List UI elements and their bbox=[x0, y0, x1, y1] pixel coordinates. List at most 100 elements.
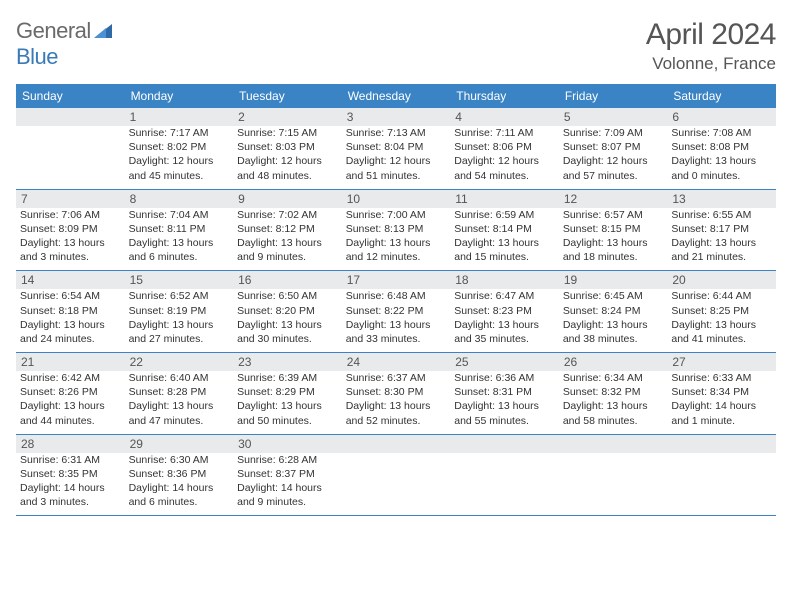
daynum-cell: 25 bbox=[450, 353, 559, 372]
day-cell: Sunrise: 6:52 AMSunset: 8:19 PMDaylight:… bbox=[125, 289, 234, 352]
sunset-text: Sunset: 8:29 PM bbox=[237, 385, 338, 399]
day-cell: Sunrise: 6:31 AMSunset: 8:35 PMDaylight:… bbox=[16, 453, 125, 516]
daynum-cell: 4 bbox=[450, 108, 559, 126]
day-header-tuesday: Tuesday bbox=[233, 84, 342, 108]
daynum-cell: 5 bbox=[559, 108, 668, 126]
day-cell: Sunrise: 6:48 AMSunset: 8:22 PMDaylight:… bbox=[342, 289, 451, 352]
day-number: 8 bbox=[125, 190, 234, 208]
sunset-text: Sunset: 8:26 PM bbox=[20, 385, 121, 399]
sunset-text: Sunset: 8:18 PM bbox=[20, 304, 121, 318]
daynum-row: 123456 bbox=[16, 108, 776, 126]
logo-sail-icon bbox=[94, 18, 112, 32]
daylight-text: Daylight: 12 hours and 54 minutes. bbox=[454, 154, 555, 182]
daylight-text: Daylight: 13 hours and 50 minutes. bbox=[237, 399, 338, 427]
day-number: 10 bbox=[342, 190, 451, 208]
day-number: 27 bbox=[667, 353, 776, 371]
day-cell: Sunrise: 7:04 AMSunset: 8:11 PMDaylight:… bbox=[125, 208, 234, 271]
day-cell: Sunrise: 6:47 AMSunset: 8:23 PMDaylight:… bbox=[450, 289, 559, 352]
daynum-cell bbox=[559, 434, 668, 453]
day-number: 1 bbox=[125, 108, 234, 126]
week-row: Sunrise: 7:06 AMSunset: 8:09 PMDaylight:… bbox=[16, 208, 776, 271]
calendar-body: 123456 Sunrise: 7:17 AMSunset: 8:02 PMDa… bbox=[16, 108, 776, 516]
sunrise-text: Sunrise: 6:40 AM bbox=[129, 371, 230, 385]
day-number: 25 bbox=[450, 353, 559, 371]
location: Volonne, France bbox=[646, 54, 776, 74]
day-number: 14 bbox=[16, 271, 125, 289]
daynum-cell: 7 bbox=[16, 189, 125, 208]
day-header-sunday: Sunday bbox=[16, 84, 125, 108]
sunset-text: Sunset: 8:08 PM bbox=[671, 140, 772, 154]
sunrise-text: Sunrise: 6:47 AM bbox=[454, 289, 555, 303]
daynum-cell: 19 bbox=[559, 271, 668, 290]
sunset-text: Sunset: 8:04 PM bbox=[346, 140, 447, 154]
day-number: 15 bbox=[125, 271, 234, 289]
day-cell: Sunrise: 6:34 AMSunset: 8:32 PMDaylight:… bbox=[559, 371, 668, 434]
calendar-table: SundayMondayTuesdayWednesdayThursdayFrid… bbox=[16, 84, 776, 516]
daynum-cell: 24 bbox=[342, 353, 451, 372]
day-header-wednesday: Wednesday bbox=[342, 84, 451, 108]
day-cell: Sunrise: 6:40 AMSunset: 8:28 PMDaylight:… bbox=[125, 371, 234, 434]
day-cell: Sunrise: 6:44 AMSunset: 8:25 PMDaylight:… bbox=[667, 289, 776, 352]
daynum-cell: 29 bbox=[125, 434, 234, 453]
daylight-text: Daylight: 14 hours and 6 minutes. bbox=[129, 481, 230, 509]
week-row: Sunrise: 6:31 AMSunset: 8:35 PMDaylight:… bbox=[16, 453, 776, 516]
sunrise-text: Sunrise: 7:09 AM bbox=[563, 126, 664, 140]
day-number: 19 bbox=[559, 271, 668, 289]
daylight-text: Daylight: 13 hours and 9 minutes. bbox=[237, 236, 338, 264]
daylight-text: Daylight: 13 hours and 58 minutes. bbox=[563, 399, 664, 427]
day-cell: Sunrise: 6:54 AMSunset: 8:18 PMDaylight:… bbox=[16, 289, 125, 352]
daynum-cell bbox=[342, 434, 451, 453]
day-number bbox=[16, 108, 125, 126]
day-number: 26 bbox=[559, 353, 668, 371]
day-cell: Sunrise: 6:59 AMSunset: 8:14 PMDaylight:… bbox=[450, 208, 559, 271]
sunset-text: Sunset: 8:20 PM bbox=[237, 304, 338, 318]
sunrise-text: Sunrise: 7:00 AM bbox=[346, 208, 447, 222]
day-number: 23 bbox=[233, 353, 342, 371]
daylight-text: Daylight: 13 hours and 38 minutes. bbox=[563, 318, 664, 346]
sunrise-text: Sunrise: 6:31 AM bbox=[20, 453, 121, 467]
sunset-text: Sunset: 8:11 PM bbox=[129, 222, 230, 236]
sunset-text: Sunset: 8:03 PM bbox=[237, 140, 338, 154]
daynum-cell: 16 bbox=[233, 271, 342, 290]
daylight-text: Daylight: 14 hours and 3 minutes. bbox=[20, 481, 121, 509]
sunset-text: Sunset: 8:07 PM bbox=[563, 140, 664, 154]
daylight-text: Daylight: 14 hours and 9 minutes. bbox=[237, 481, 338, 509]
sunset-text: Sunset: 8:06 PM bbox=[454, 140, 555, 154]
sunset-text: Sunset: 8:02 PM bbox=[129, 140, 230, 154]
sunrise-text: Sunrise: 7:13 AM bbox=[346, 126, 447, 140]
daynum-cell: 26 bbox=[559, 353, 668, 372]
sunrise-text: Sunrise: 6:44 AM bbox=[671, 289, 772, 303]
daynum-cell: 1 bbox=[125, 108, 234, 126]
sunset-text: Sunset: 8:22 PM bbox=[346, 304, 447, 318]
day-number: 13 bbox=[667, 190, 776, 208]
day-cell: Sunrise: 6:39 AMSunset: 8:29 PMDaylight:… bbox=[233, 371, 342, 434]
daynum-cell bbox=[450, 434, 559, 453]
day-number: 11 bbox=[450, 190, 559, 208]
day-header-monday: Monday bbox=[125, 84, 234, 108]
day-number: 18 bbox=[450, 271, 559, 289]
day-cell bbox=[559, 453, 668, 516]
logo: General Blue bbox=[16, 18, 112, 70]
day-number: 22 bbox=[125, 353, 234, 371]
daynum-cell bbox=[667, 434, 776, 453]
sunrise-text: Sunrise: 6:33 AM bbox=[671, 371, 772, 385]
day-number: 20 bbox=[667, 271, 776, 289]
sunset-text: Sunset: 8:34 PM bbox=[671, 385, 772, 399]
daynum-cell: 11 bbox=[450, 189, 559, 208]
day-cell bbox=[450, 453, 559, 516]
day-number: 3 bbox=[342, 108, 451, 126]
daynum-cell: 28 bbox=[16, 434, 125, 453]
day-number: 2 bbox=[233, 108, 342, 126]
day-cell: Sunrise: 6:33 AMSunset: 8:34 PMDaylight:… bbox=[667, 371, 776, 434]
day-cell: Sunrise: 6:50 AMSunset: 8:20 PMDaylight:… bbox=[233, 289, 342, 352]
daylight-text: Daylight: 13 hours and 21 minutes. bbox=[671, 236, 772, 264]
day-cell: Sunrise: 6:28 AMSunset: 8:37 PMDaylight:… bbox=[233, 453, 342, 516]
day-cell bbox=[667, 453, 776, 516]
sunrise-text: Sunrise: 6:30 AM bbox=[129, 453, 230, 467]
daynum-cell: 10 bbox=[342, 189, 451, 208]
daynum-cell: 23 bbox=[233, 353, 342, 372]
daylight-text: Daylight: 13 hours and 47 minutes. bbox=[129, 399, 230, 427]
header: General Blue April 2024 Volonne, France bbox=[16, 18, 776, 74]
daynum-row: 14151617181920 bbox=[16, 271, 776, 290]
daylight-text: Daylight: 13 hours and 33 minutes. bbox=[346, 318, 447, 346]
